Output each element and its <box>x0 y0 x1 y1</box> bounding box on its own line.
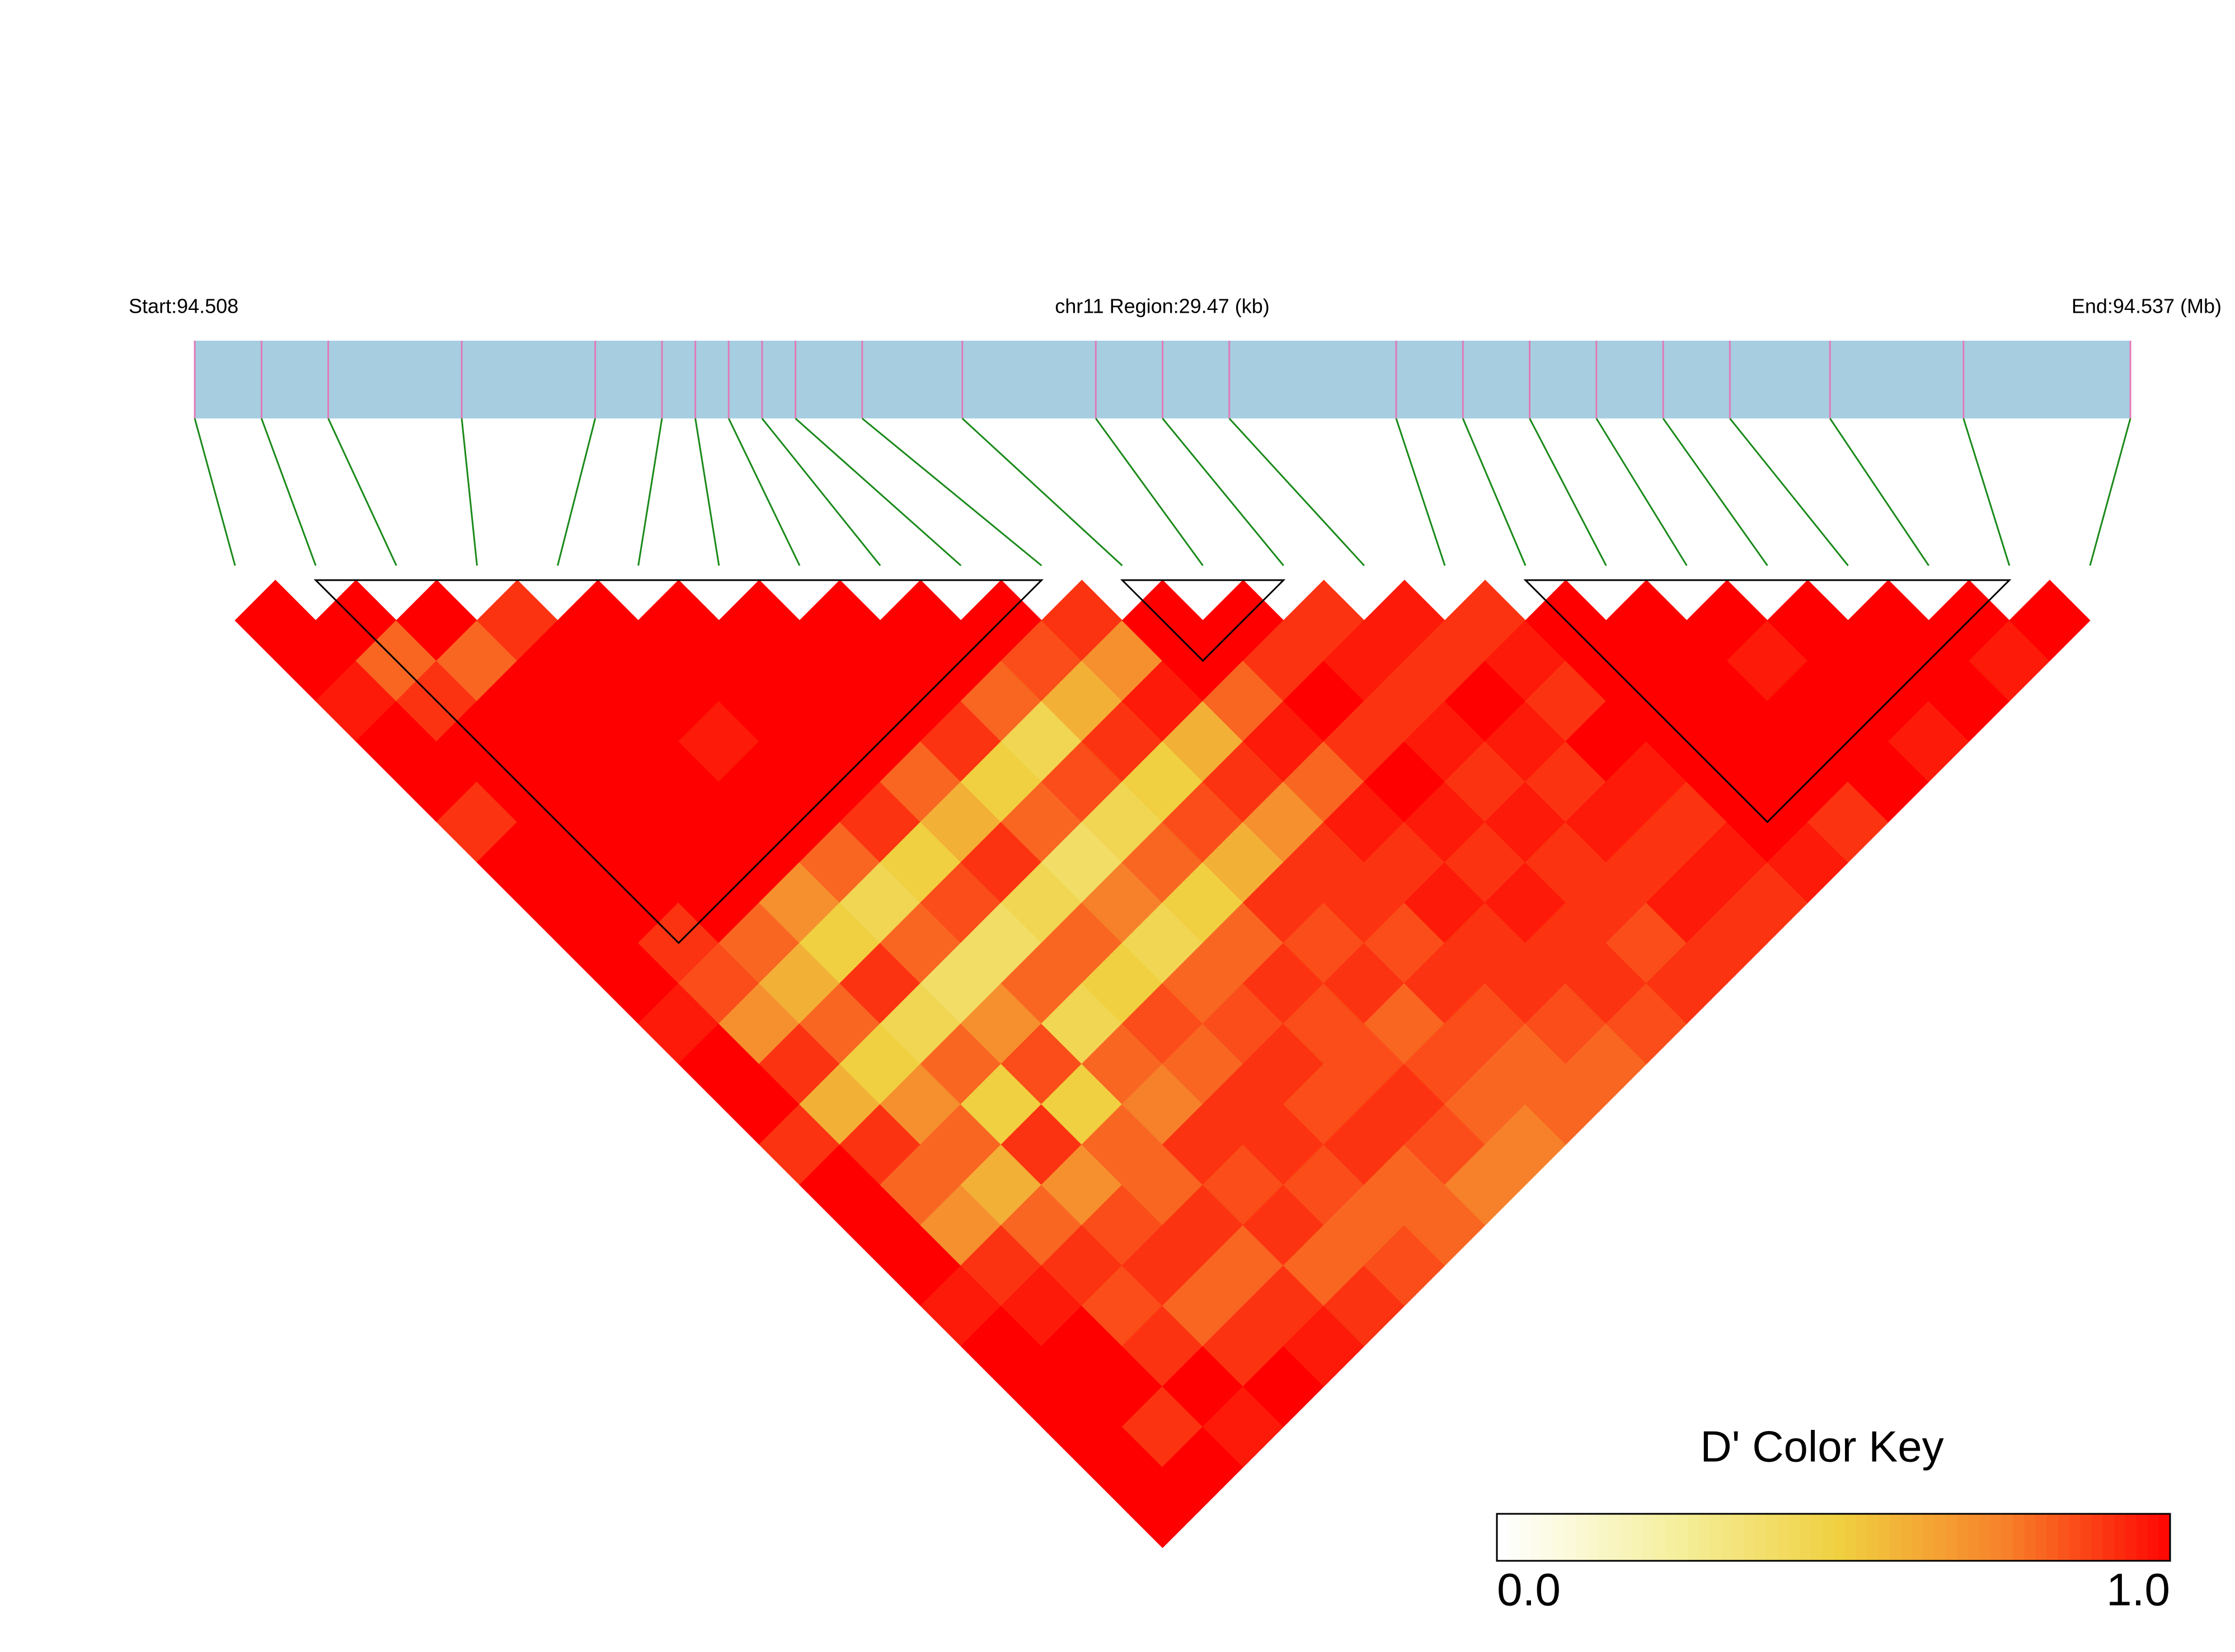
color-key-swatch <box>1732 1514 1745 1561</box>
color-key-swatch <box>1990 1514 2003 1561</box>
color-key-swatch <box>1744 1514 1756 1561</box>
snp-connector <box>2089 418 2131 566</box>
color-key-swatch <box>2013 1514 2025 1561</box>
region-label: chr11 Region:29.47 (kb) <box>1055 295 1270 318</box>
color-key-swatch <box>2136 1514 2148 1561</box>
color-key-swatch <box>1530 1514 1543 1561</box>
color-key-swatch <box>1631 1514 1644 1561</box>
color-key-swatch <box>2091 1514 2103 1561</box>
color-key-swatch <box>1542 1514 1554 1561</box>
snp-connector <box>761 418 881 566</box>
color-key-swatch <box>1620 1514 1632 1561</box>
color-key-swatch <box>2125 1514 2137 1561</box>
color-key-swatch <box>1867 1514 1879 1561</box>
color-key-swatch <box>1934 1514 1946 1561</box>
snp-connector <box>1829 418 1929 566</box>
ld-block <box>1120 579 1286 662</box>
color-key-border <box>1496 1513 2171 1562</box>
color-key-swatch <box>1553 1514 1565 1561</box>
color-key-swatch <box>1777 1514 1790 1561</box>
snp-connector <box>1729 418 1849 566</box>
ld-block <box>313 579 1044 944</box>
color-key-swatch <box>1788 1514 1801 1561</box>
color-key-swatch <box>1957 1514 1969 1561</box>
snp-connector <box>1228 417 1365 567</box>
color-key-swatch <box>1755 1514 1767 1561</box>
color-key-swatch <box>1822 1514 1834 1561</box>
snp-connector <box>194 418 236 566</box>
color-key-swatch <box>1721 1514 1734 1561</box>
color-key-swatch <box>1586 1514 1599 1561</box>
snp-connector <box>1662 418 1768 566</box>
color-key-swatch <box>2069 1514 2081 1561</box>
snp-connector <box>260 418 317 566</box>
color-key-title: D' Color Key <box>1700 1422 1943 1471</box>
color-key-swatch <box>1665 1514 1677 1561</box>
color-key-swatch <box>1508 1514 1520 1561</box>
snp-connector <box>1095 418 1204 566</box>
color-key-swatch <box>1642 1514 1655 1561</box>
color-key-swatch <box>1800 1514 1812 1561</box>
start-label: Start:94.508 <box>129 295 238 318</box>
snp-connector <box>1462 418 1527 566</box>
snp-connector <box>327 418 397 566</box>
color-key-swatch <box>1497 1514 1509 1561</box>
color-key-swatch <box>1900 1514 1913 1561</box>
color-key-swatch <box>1923 1514 1935 1561</box>
color-key-swatch <box>1856 1514 1868 1561</box>
snp-connector <box>1395 418 1446 566</box>
color-key-swatch <box>1811 1514 1823 1561</box>
color-key-tick-label: 1.0 <box>2106 1565 2170 1616</box>
color-key-swatch <box>1564 1514 1576 1561</box>
color-key-swatch <box>1889 1514 1901 1561</box>
color-key-swatch <box>1687 1514 1699 1561</box>
color-key-tick-label: 0.0 <box>1497 1565 1561 1616</box>
snp-connector <box>637 418 663 566</box>
color-key-swatch <box>1946 1514 1958 1561</box>
ld-block <box>1523 579 2012 823</box>
snp-connector <box>1162 418 1284 566</box>
color-key-swatch <box>1598 1514 1610 1561</box>
color-key-swatch <box>1698 1514 1711 1561</box>
snp-connector <box>795 417 962 567</box>
color-key-swatch <box>1519 1514 1532 1561</box>
color-key-swatch <box>2102 1514 2115 1561</box>
color-key-swatch <box>1968 1514 1980 1561</box>
snp-connector <box>727 418 801 566</box>
end-label: End:94.537 (Mb) <box>2072 295 2222 318</box>
color-key-swatch <box>2046 1514 2059 1561</box>
color-key-swatch <box>1676 1514 1688 1561</box>
color-key-swatch <box>2147 1514 2159 1561</box>
color-key-swatch <box>1912 1514 1924 1561</box>
color-key-swatch <box>2158 1514 2171 1561</box>
color-key-swatch <box>2114 1514 2126 1561</box>
color-key-swatch <box>1979 1514 1992 1561</box>
color-key-swatch <box>1878 1514 1890 1561</box>
snp-connector <box>861 417 1043 567</box>
color-key-swatch <box>1844 1514 1857 1561</box>
color-key-swatch <box>2080 1514 2092 1561</box>
color-key-swatch <box>2002 1514 2014 1561</box>
ld-cell <box>2009 580 2091 661</box>
color-key-swatch <box>1609 1514 1621 1561</box>
snp-connector <box>961 417 1123 567</box>
snp-connector <box>1529 418 1607 566</box>
color-key-swatch <box>2024 1514 2036 1561</box>
color-key-swatch <box>1575 1514 1588 1561</box>
color-key-swatch <box>1710 1514 1722 1561</box>
color-key-swatch <box>1833 1514 1846 1561</box>
snp-connector <box>1595 418 1688 566</box>
color-key-swatch <box>2058 1514 2070 1561</box>
snp-connector <box>1962 418 2011 566</box>
color-key-swatch <box>1766 1514 1778 1561</box>
color-key-swatch <box>1654 1514 1666 1561</box>
snp-connector <box>461 418 478 566</box>
color-key-swatch <box>2035 1514 2048 1561</box>
snp-connector <box>557 418 597 566</box>
snp-connector <box>694 418 720 566</box>
